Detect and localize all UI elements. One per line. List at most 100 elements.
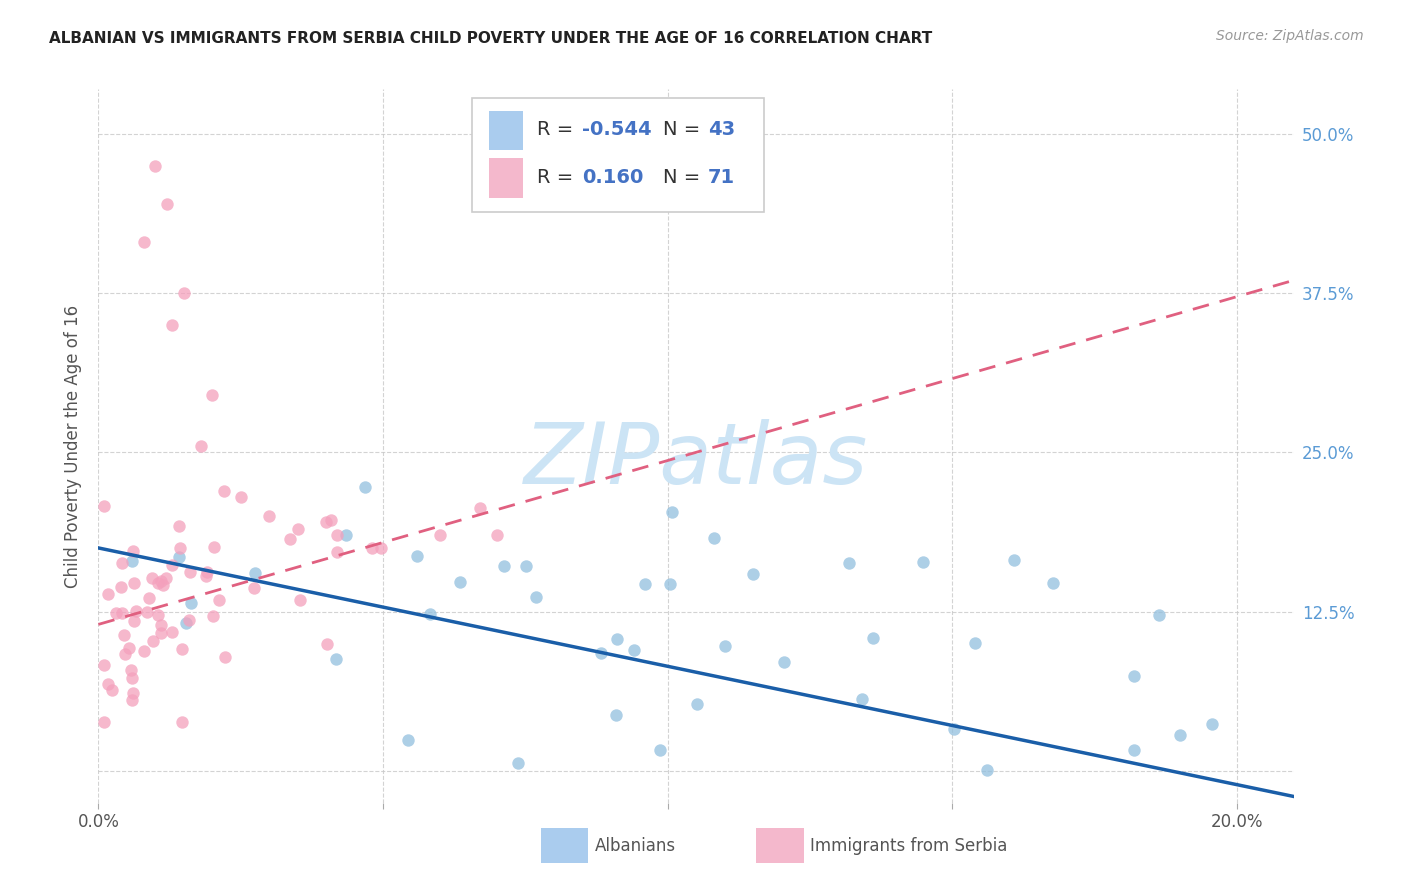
Point [212,483,235,498]
Point [524,590,547,604]
Point [141,571,163,585]
Point [118,640,141,655]
Point [195,566,218,580]
Point [470,500,492,515]
Point [686,697,709,711]
Text: R =: R = [537,120,579,139]
Point [111,606,134,620]
Point [912,555,935,569]
Point [976,763,998,777]
Point [214,650,236,665]
Point [173,286,195,301]
Point [508,756,530,771]
Point [121,685,143,699]
Point [169,541,191,555]
Point [326,545,349,559]
Point [287,522,309,536]
Point [605,708,627,723]
Point [335,528,357,542]
Point [167,519,190,533]
Point [202,540,225,554]
Point [290,592,312,607]
Point [714,640,737,654]
FancyBboxPatch shape [541,828,589,863]
Point [162,318,184,332]
Point [623,642,645,657]
Point [659,577,682,591]
Point [963,635,986,649]
Point [120,663,142,677]
Point [257,509,280,524]
FancyBboxPatch shape [489,159,523,198]
Text: 43: 43 [709,120,735,139]
Point [429,528,451,542]
Point [634,577,657,591]
Point [111,557,134,571]
Point [201,609,224,624]
Text: Albanians: Albanians [595,837,675,855]
Point [405,549,427,563]
Text: 71: 71 [709,169,735,187]
Point [1201,716,1223,731]
Point [97,587,120,601]
Point [93,500,115,514]
Point [146,576,169,591]
Point [155,571,177,585]
Point [242,581,264,595]
Point [201,388,224,402]
Point [606,632,628,647]
Point [114,647,136,661]
Point [121,672,143,686]
Text: Immigrants from Serbia: Immigrants from Serbia [810,837,1007,855]
Point [180,596,202,610]
Point [851,692,873,706]
Point [93,658,115,673]
Point [152,578,174,592]
Point [449,575,471,590]
Point [319,512,342,526]
Point [326,528,349,542]
Text: ZIPatlas: ZIPatlas [524,418,868,502]
Text: -0.544: -0.544 [582,120,652,139]
Point [122,576,145,591]
Point [1147,607,1170,622]
Point [648,743,671,757]
Point [1168,728,1191,742]
Point [110,580,132,594]
Point [360,541,382,555]
Point [396,733,419,747]
Point [1123,668,1146,682]
Point [741,566,763,581]
Point [121,544,143,558]
Point [132,235,155,249]
Point [170,714,193,729]
Point [134,644,156,658]
Text: ALBANIAN VS IMMIGRANTS FROM SERBIA CHILD POVERTY UNDER THE AGE OF 16 CORRELATION: ALBANIAN VS IMMIGRANTS FROM SERBIA CHILD… [49,31,932,46]
Point [243,566,266,581]
Point [150,574,173,589]
Point [325,652,347,666]
Point [174,616,197,631]
Point [149,618,172,632]
Point [194,569,217,583]
Point [125,604,148,618]
Point [661,505,683,519]
Point [1002,553,1025,567]
Point [942,722,965,736]
Point [589,646,612,660]
Point [179,566,201,580]
Point [190,439,212,453]
Point [492,558,515,573]
Point [703,531,725,545]
Point [101,682,124,697]
Point [485,528,508,542]
Point [149,625,172,640]
Point [93,714,115,729]
FancyBboxPatch shape [472,98,763,212]
Point [97,677,120,691]
Point [862,631,884,645]
Point [142,634,165,648]
Point [354,480,377,494]
Point [177,613,200,627]
Text: Source: ZipAtlas.com: Source: ZipAtlas.com [1216,29,1364,44]
